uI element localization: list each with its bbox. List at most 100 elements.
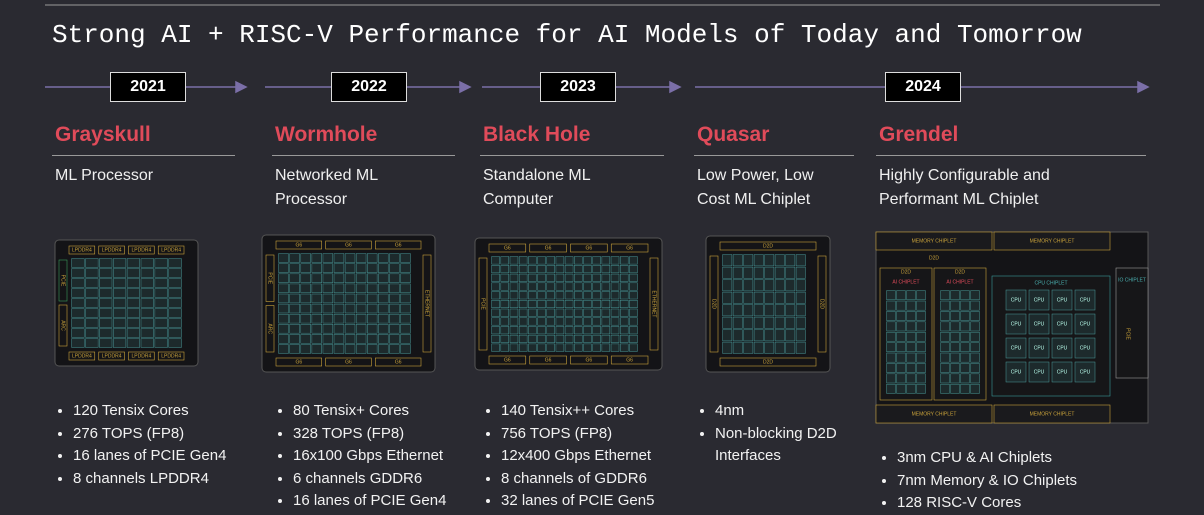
core <box>601 299 611 309</box>
core <box>289 344 300 354</box>
core <box>300 273 311 283</box>
core <box>886 342 896 353</box>
year-label: 2023 <box>540 72 616 102</box>
core <box>154 328 168 338</box>
core <box>564 299 574 309</box>
core <box>950 290 960 301</box>
core <box>154 278 168 288</box>
core <box>85 288 99 298</box>
core <box>154 338 168 348</box>
core <box>574 317 583 326</box>
core <box>555 299 565 309</box>
core <box>333 253 345 263</box>
core <box>400 253 411 263</box>
core <box>785 254 796 267</box>
core <box>322 313 334 324</box>
core <box>126 308 141 318</box>
core <box>564 282 574 291</box>
core <box>537 256 546 265</box>
cpu-core <box>1074 289 1096 311</box>
core <box>355 334 367 344</box>
chip-label: G6 <box>395 242 402 248</box>
core <box>940 373 950 384</box>
core <box>896 300 906 311</box>
core <box>322 273 334 283</box>
core <box>610 334 620 343</box>
core <box>400 334 411 344</box>
core <box>601 343 611 352</box>
core <box>940 342 950 353</box>
bullet: 7nm Memory & IO Chiplets <box>897 470 1162 493</box>
bullet: 8 channels LPDDR4 <box>73 468 251 491</box>
core <box>389 313 400 324</box>
core <box>555 291 565 300</box>
core <box>906 321 916 332</box>
core <box>311 263 322 273</box>
core <box>491 265 500 274</box>
core <box>378 313 389 324</box>
core <box>610 317 620 326</box>
core <box>564 273 574 282</box>
core <box>500 282 510 291</box>
core <box>311 303 322 314</box>
core <box>378 344 389 354</box>
product-name: Wormhole <box>275 123 378 146</box>
bullet: Non-blocking D2D Interfaces <box>715 423 870 468</box>
core <box>916 383 926 394</box>
core <box>629 343 638 352</box>
chip-label: D2D <box>929 255 939 261</box>
core <box>367 334 378 344</box>
io-block <box>98 245 125 255</box>
core <box>601 256 611 265</box>
core <box>785 316 796 329</box>
chip-label: ARC <box>267 323 273 334</box>
chip-label: CPU <box>1057 321 1068 327</box>
core <box>528 308 537 317</box>
core <box>389 303 400 314</box>
chip-label: G6 <box>345 359 352 365</box>
core <box>333 324 345 334</box>
core <box>732 304 743 317</box>
core <box>574 326 583 335</box>
core <box>774 291 785 304</box>
core <box>71 318 85 328</box>
core <box>518 334 528 343</box>
io-block <box>719 241 817 251</box>
core <box>546 308 555 317</box>
core <box>619 291 629 300</box>
core <box>518 343 528 352</box>
core <box>367 263 378 273</box>
core <box>126 258 141 268</box>
core <box>112 338 127 348</box>
core <box>528 317 537 326</box>
core <box>601 326 611 335</box>
product-name: Grendel <box>879 123 959 146</box>
core <box>564 265 574 274</box>
core <box>126 338 141 348</box>
core <box>500 334 510 343</box>
chip-label: G6 <box>626 245 633 251</box>
core <box>906 373 916 384</box>
core <box>555 343 565 352</box>
core <box>140 318 154 328</box>
core <box>940 290 950 301</box>
core <box>537 273 546 282</box>
chip-label: CPU <box>1011 345 1022 351</box>
core <box>795 254 806 267</box>
core <box>743 329 754 342</box>
core <box>154 258 168 268</box>
core <box>528 326 537 335</box>
bullet: 120 Tensix Cores <box>73 400 251 423</box>
core <box>344 303 356 314</box>
io-chiplet <box>1115 267 1149 379</box>
core <box>940 363 950 373</box>
core <box>886 352 896 363</box>
core <box>774 341 785 354</box>
core <box>518 299 528 309</box>
core <box>886 363 896 373</box>
core <box>140 338 154 348</box>
core <box>112 318 127 328</box>
chip-label: CPU <box>1080 345 1091 351</box>
core <box>940 383 950 394</box>
core <box>896 383 906 394</box>
